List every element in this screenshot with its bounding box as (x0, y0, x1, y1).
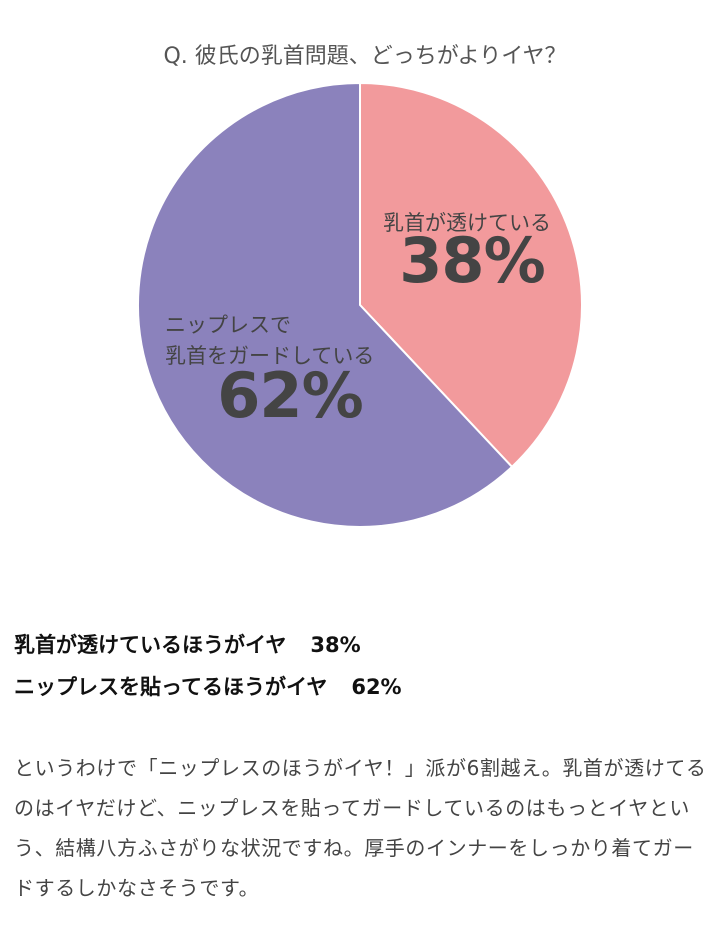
body-text: というわけで「ニップレスのほうがイヤ！」派が6割越え。乳首が透けてるのはイヤだけ… (14, 756, 707, 900)
summary-label: 乳首が透けているほうがイヤ (14, 633, 287, 657)
summary-row: ニップレスを貼ってるほうがイヤ 62% (14, 666, 402, 708)
pie-slice (359, 81, 583, 469)
chart: Q. 彼氏の乳首問題、どっちがよりイヤ？ (137, 44, 583, 528)
value-label: 62% (217, 359, 363, 432)
summary-value: 38% (310, 633, 361, 657)
slice-label: 乳首が透けている (383, 211, 551, 235)
summary-value: 62% (351, 675, 402, 699)
chart-title: Q. 彼氏の乳首問題、どっちがよりイヤ？ (163, 44, 566, 69)
value-label: 38% (399, 224, 545, 297)
pie-slice (137, 81, 514, 528)
summary: 乳首が透けているほうがイヤ 38% ニップレスを貼ってるほうがイヤ 62% (14, 624, 402, 708)
slice-label: ニップレスで 乳首をガードしている (165, 313, 375, 368)
summary-label: ニップレスを貼ってるほうがイヤ (14, 675, 328, 699)
summary-row: 乳首が透けているほうがイヤ 38% (14, 624, 402, 666)
